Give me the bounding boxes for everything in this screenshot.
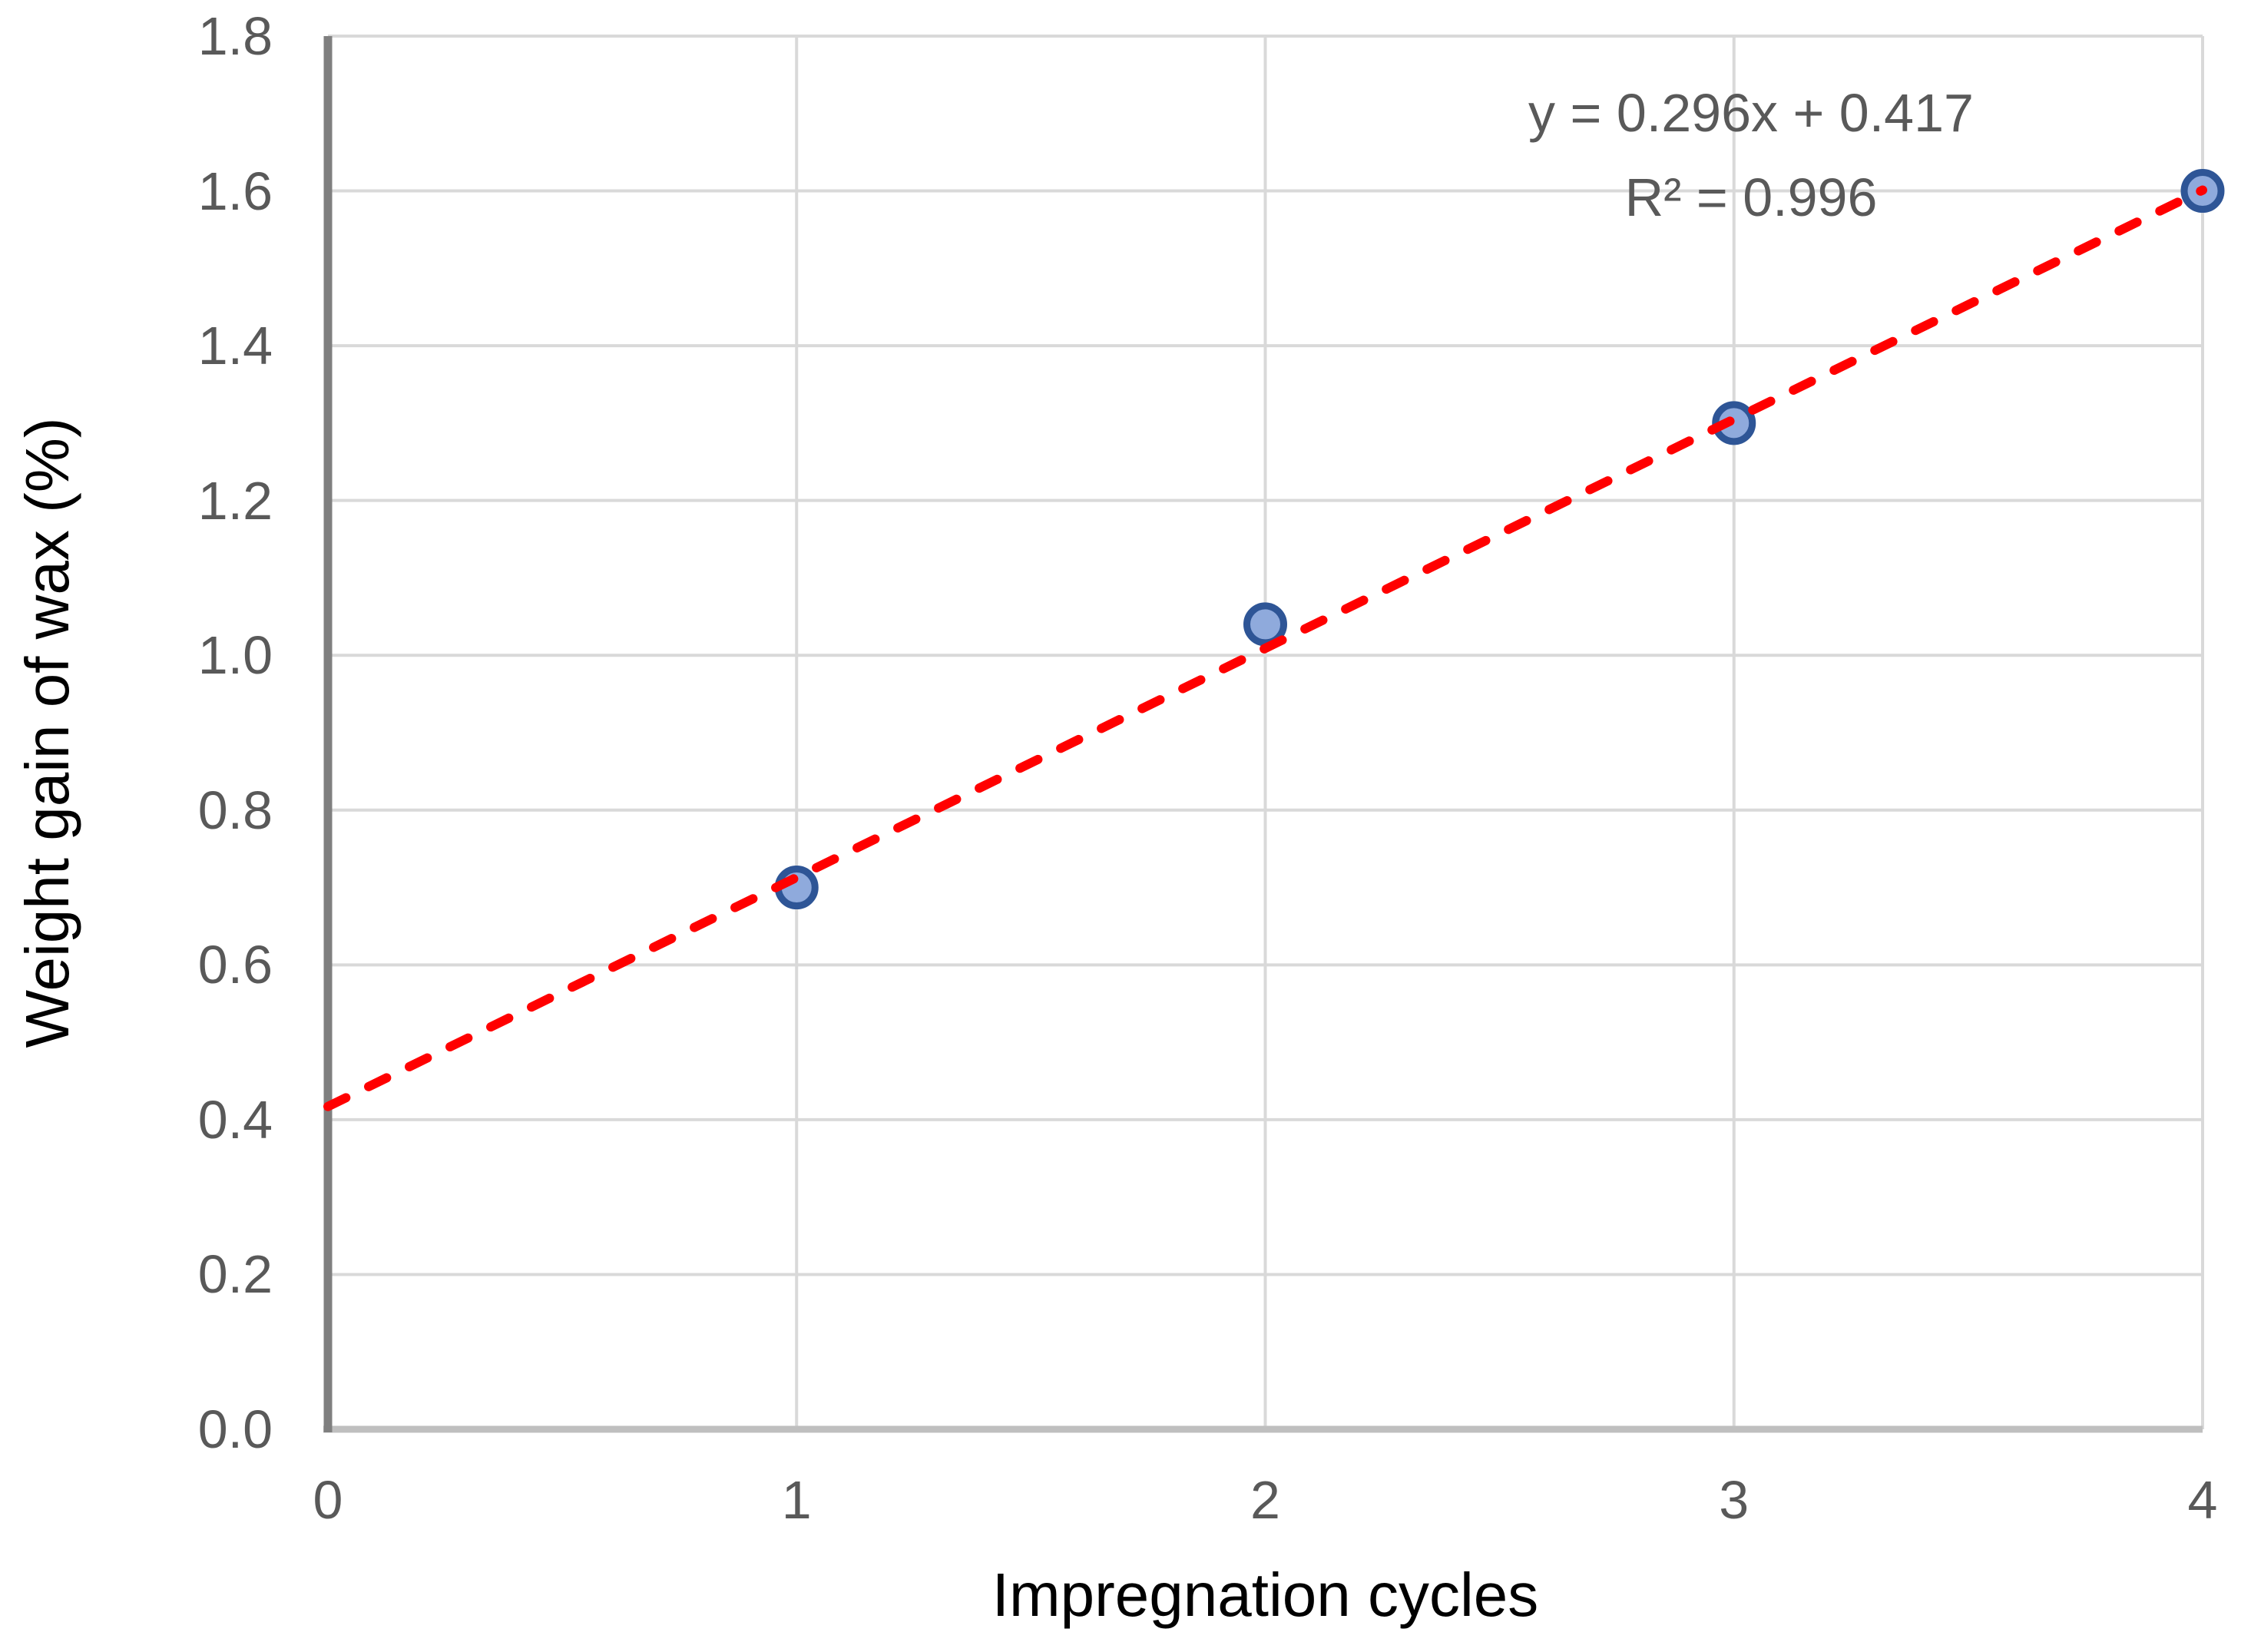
y-tick-label: 1.6 [197,161,273,221]
x-tick-label: 1 [781,1470,812,1530]
y-tick-label: 0.0 [197,1399,273,1459]
y-tick-label: 0.8 [197,780,273,840]
trendline-label: y = 0.296x + 0.417 R² = 0.996 [1367,71,2135,240]
trendline [323,185,2207,1111]
x-tick-label: 4 [2187,1470,2218,1530]
y-tick-label: 1.8 [197,6,273,66]
x-tick-label: 3 [1719,1470,1749,1530]
y-tick-label: 0.4 [197,1089,273,1150]
y-tick-label: 0.6 [197,935,273,995]
trendline-equation: y = 0.296x + 0.417 [1528,83,1974,143]
y-tick-label: 1.0 [197,625,273,686]
x-axis-title: Impregnation cycles [991,1561,1539,1629]
y-tick-label: 0.2 [197,1244,273,1305]
data-point-marker [1243,602,1287,647]
x-tick-label: 2 [1250,1470,1280,1530]
x-tick-label: 0 [313,1470,343,1530]
y-axis-title: Weight gain of wax (%) [13,417,81,1048]
trendline-r-squared: R² = 0.996 [1624,167,1878,227]
y-tick-label: 1.4 [197,316,273,376]
y-tick-label: 1.2 [197,470,273,531]
